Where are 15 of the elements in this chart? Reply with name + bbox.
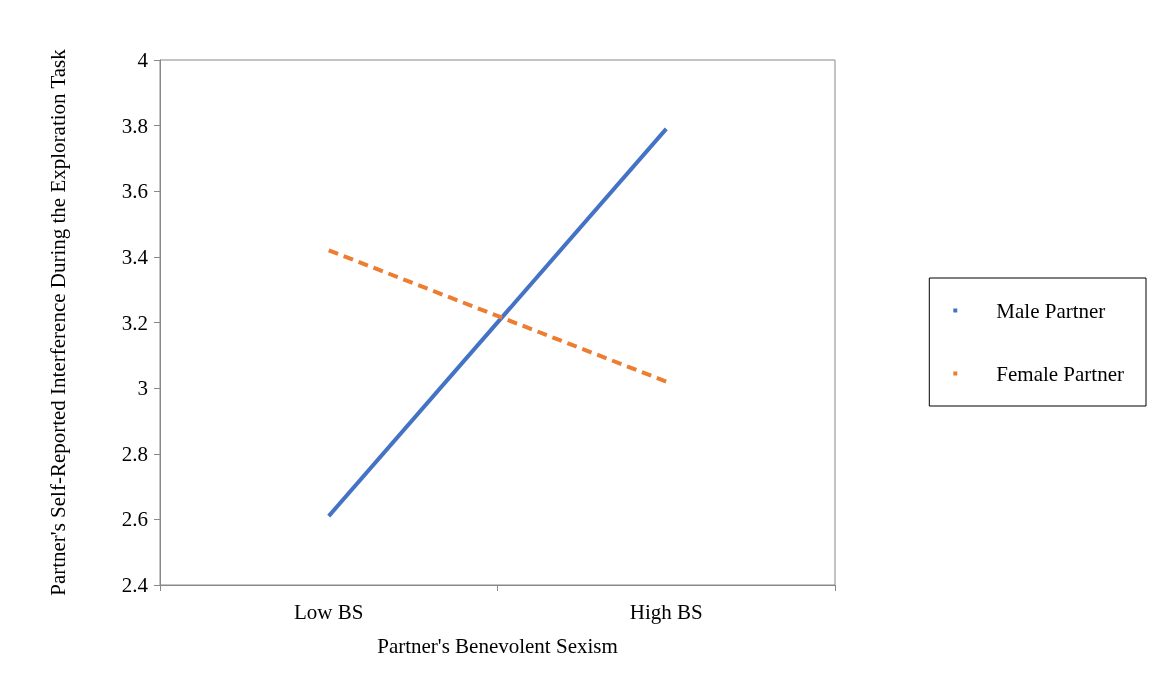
y-tick-label: 3.6: [121, 179, 148, 204]
y-tick-label: 4: [137, 48, 149, 72]
y-tick-label: 3.4: [121, 244, 149, 269]
y-tick-label: 2.4: [121, 573, 149, 597]
y-tick-label: 3.8: [121, 113, 148, 138]
legend-label: Male Partner: [996, 298, 1106, 323]
y-tick-label: 2.6: [121, 507, 148, 532]
legend-label: Female Partner: [996, 361, 1125, 386]
y-axis-title: Partner's Self-Reported Interference During the Exploration Task: [46, 48, 70, 596]
y-tick-label: 3.2: [121, 310, 148, 335]
y-tick-label: 3: [137, 376, 148, 401]
x-tick-label: High BS: [629, 599, 703, 624]
y-tick-label: 2.8: [121, 441, 148, 466]
x-tick-label: Low BS: [294, 599, 364, 624]
x-axis-title: Partner's Benevolent Sexism: [377, 633, 618, 658]
